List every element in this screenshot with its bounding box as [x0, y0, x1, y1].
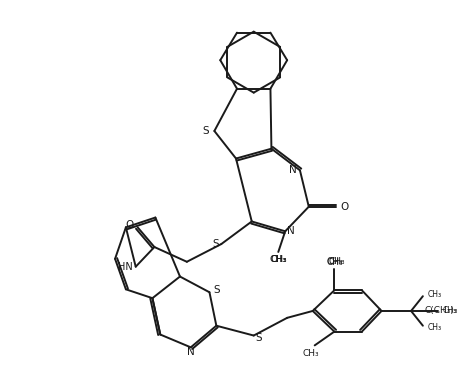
Text: CH₃: CH₃ [325, 258, 342, 267]
Text: CH₃: CH₃ [270, 255, 287, 264]
Text: CH₃: CH₃ [270, 255, 287, 264]
Text: CH₃: CH₃ [427, 290, 441, 299]
Text: S: S [202, 126, 209, 136]
Text: N: N [187, 347, 194, 357]
Text: N: N [287, 226, 294, 236]
Text: O: O [339, 202, 348, 212]
Text: CH₃: CH₃ [327, 257, 344, 266]
Text: HN: HN [118, 262, 132, 272]
Text: S: S [213, 285, 219, 295]
Text: C(CH₃)₃: C(CH₃)₃ [424, 307, 457, 315]
Text: N: N [288, 165, 296, 175]
Text: CH₃: CH₃ [427, 323, 441, 332]
Text: CH₃: CH₃ [269, 255, 286, 264]
Text: CH₃: CH₃ [325, 257, 342, 266]
Text: CH₃: CH₃ [302, 349, 319, 358]
Text: O: O [125, 221, 133, 230]
Text: S: S [255, 334, 262, 343]
Text: CH₃: CH₃ [442, 307, 456, 315]
Text: S: S [212, 239, 219, 249]
